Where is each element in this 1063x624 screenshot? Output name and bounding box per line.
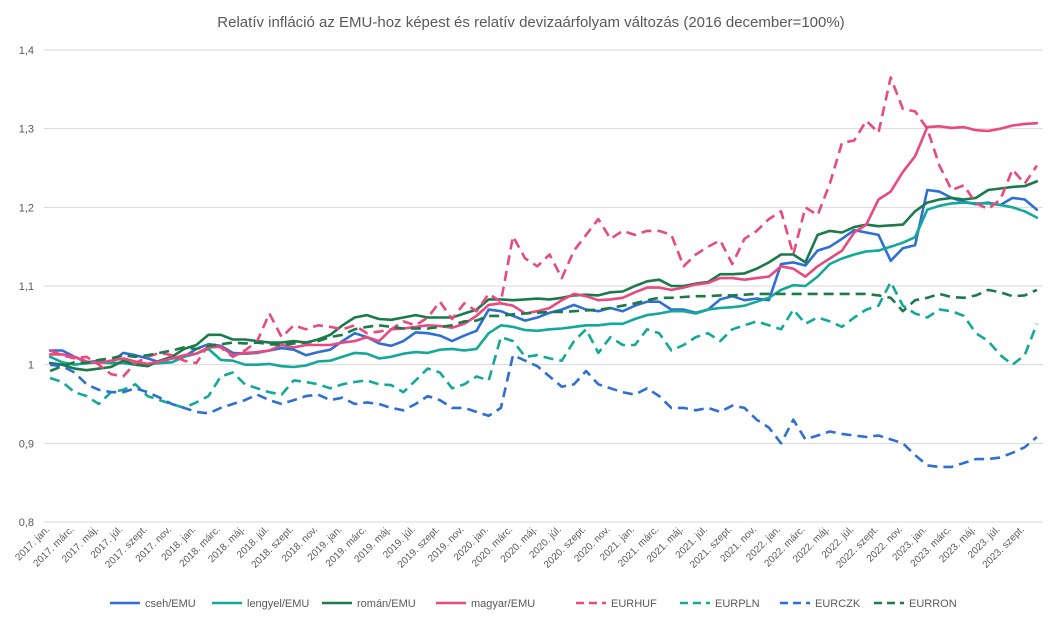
series-line-magyar-emu xyxy=(48,121,1039,366)
legend-label: cseh/EMU xyxy=(145,598,196,610)
series-line-eurpln xyxy=(49,280,1039,410)
y-tick-label: 1,2 xyxy=(19,202,34,214)
series-line-eurhuf xyxy=(49,76,1038,378)
legend-label: EURPLN xyxy=(715,598,760,610)
y-tick-label: 0,9 xyxy=(19,438,34,450)
y-tick-label: 1 xyxy=(28,360,34,372)
series-line-román-emu xyxy=(48,180,1039,372)
legend-label: lengyel/EMU xyxy=(247,598,309,610)
series-line-eurczk xyxy=(49,353,1038,469)
legend-label: román/EMU xyxy=(357,598,416,610)
y-tick-label: 0,8 xyxy=(19,517,34,529)
series-lines xyxy=(48,76,1039,469)
series-line-eurron xyxy=(49,288,1038,373)
x-axis-ticks: 2017. jan.2017. márc.2017. máj.2017. júl… xyxy=(13,524,1026,570)
legend: cseh/EMU lengyel/EMU román/EMU magyar/EMU EU… xyxy=(110,598,957,610)
legend-label: EURHUF xyxy=(611,598,657,610)
legend-label: EURRON xyxy=(909,598,957,610)
series-line-cseh-emu xyxy=(48,188,1039,365)
y-tick-label: 1,3 xyxy=(19,124,34,136)
chart-title: Relatív infláció az EMU-hoz képest és re… xyxy=(217,14,844,31)
y-axis-ticks: 0,8 0,9 1 1,1 1,2 1,3 1,4 xyxy=(19,45,34,529)
legend-label: EURCZK xyxy=(815,598,861,610)
legend-label: magyar/EMU xyxy=(471,598,535,610)
series-line-lengyel-emu xyxy=(48,201,1039,369)
y-tick-label: 1,1 xyxy=(19,281,34,293)
y-tick-label: 1,4 xyxy=(19,45,34,57)
gridlines xyxy=(44,49,1043,523)
